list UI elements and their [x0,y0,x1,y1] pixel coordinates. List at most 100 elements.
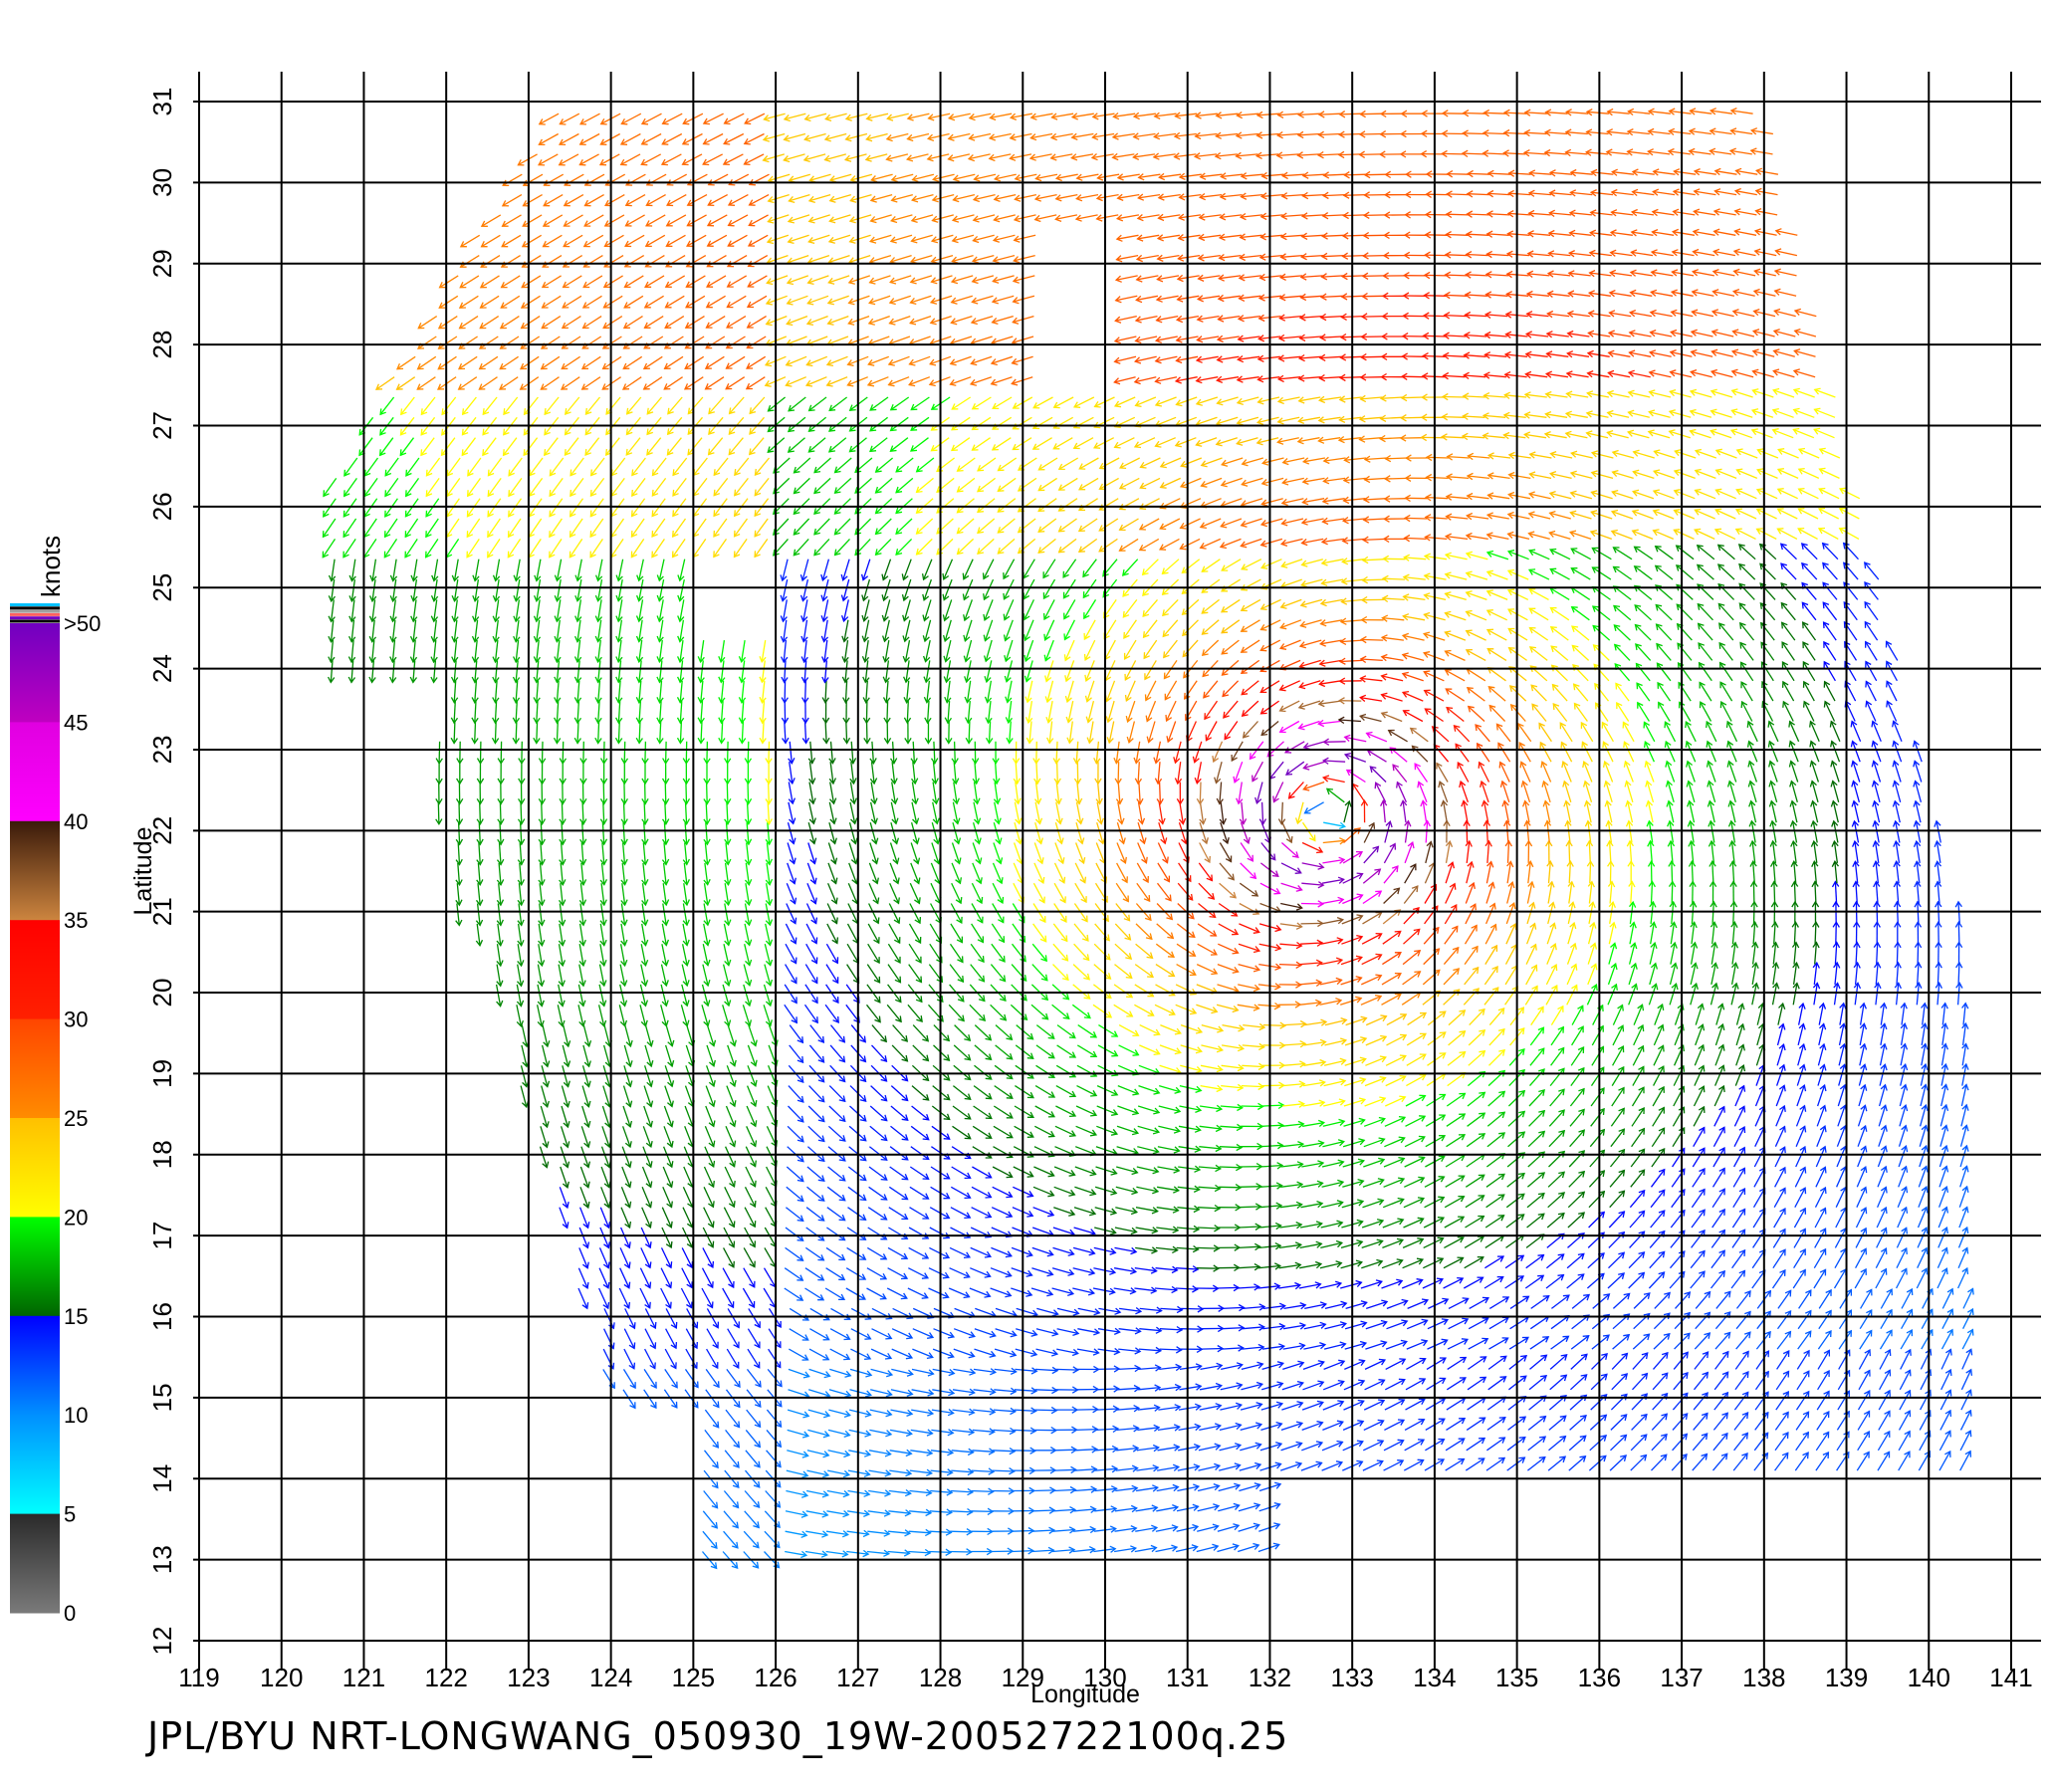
wind-vector [1219,1422,1243,1432]
wind-vector [1056,1348,1079,1357]
figure-title: JPL/BYU NRT-LONGWANG_050930_19W-20052722… [147,1714,1289,1758]
wind-vector [1155,1544,1179,1553]
wind-vector [618,1287,631,1310]
wind-vector [1300,1460,1323,1471]
wind-vector [1323,1341,1347,1350]
wind-vector [1055,1366,1080,1374]
wind-vector [1671,1453,1688,1471]
wind-vector [1816,1410,1830,1431]
latitude-tick-label: 14 [147,1464,177,1493]
colorbar-stripe [10,619,60,623]
wind-vector [1301,1400,1324,1411]
wind-vector [1733,1391,1749,1411]
wind-vector [598,1287,610,1310]
wind-vector [724,1450,740,1468]
longitude-tick-label: 133 [1330,1663,1373,1692]
longitude-tick-label: 126 [754,1663,797,1692]
wind-vector [1446,1418,1467,1431]
wind-vector [1014,1427,1037,1435]
wind-vector [1257,1542,1280,1553]
wind-vector [1386,1298,1409,1310]
colorbar-band [10,623,60,723]
wind-vector [1240,1442,1262,1452]
wind-vector [1940,1348,1952,1370]
wind-vector [1238,1502,1261,1512]
wind-vector [1156,1483,1180,1492]
wind-vector [1795,1431,1810,1452]
wind-vector [1385,1378,1406,1391]
wind-vector [1138,1364,1162,1372]
wind-vector [1136,1444,1160,1453]
wind-vector [993,1447,1017,1456]
wind-vector [1221,1344,1245,1352]
wind-vector [1261,1361,1285,1371]
wind-vector [1344,1340,1368,1350]
wind-vector [746,1369,762,1388]
wind-vector [869,1409,893,1418]
colorbar-band [10,722,60,822]
wind-vector [1713,1391,1729,1411]
wind-vector [849,1389,872,1398]
colorbar-tick-label: 25 [64,1106,88,1131]
wind-vector [1118,1347,1142,1355]
wind-vector [848,1429,872,1438]
wind-vector [870,1389,893,1398]
wind-vector [1732,1453,1748,1471]
wind-vector [1117,1384,1141,1393]
wind-vector [788,1368,810,1379]
wind-vector [1961,1328,1974,1350]
wind-vector [1877,1451,1891,1471]
wind-vector [971,1467,996,1475]
wind-vector [1962,1287,1974,1309]
wind-vector [1404,1418,1426,1431]
wind-vector [1715,1290,1731,1309]
wind-vector [1445,1457,1466,1471]
wind-vector [1776,1330,1792,1350]
colorbar-band [10,1315,60,1416]
wind-vector [1961,1348,1973,1370]
colorbar-tick-label: 30 [64,1008,88,1032]
wind-vector [1569,1374,1588,1391]
wind-vector [624,1308,636,1330]
wind-vector [1651,1433,1668,1452]
wind-vector [910,1429,934,1437]
wind-vector [1343,1399,1365,1411]
wind-vector [1468,1337,1489,1350]
longitude-tick-label: 124 [589,1663,632,1692]
wind-vector [1568,1456,1587,1471]
wind-vector [789,1328,809,1341]
wind-vector [1052,1506,1077,1514]
longitude-tick-label: 136 [1578,1663,1621,1692]
wind-vector [706,1348,719,1370]
wind-vector [1279,1461,1303,1471]
wind-vector [786,1469,809,1478]
wind-vector [1157,1444,1181,1452]
wind-vector [1056,1307,1080,1316]
latitude-tick-label: 16 [147,1302,177,1331]
longitude-tick-label: 125 [672,1663,715,1692]
wind-vector [1818,1288,1832,1309]
wind-vector [1324,1321,1348,1330]
wind-vector [1427,1318,1450,1330]
wind-vector [1486,1437,1506,1452]
wind-vector [727,1328,740,1349]
longitude-tick-label: 141 [1989,1663,2032,1692]
wind-vector [1550,1335,1570,1350]
wind-vector [1733,1411,1749,1431]
wind-vector [665,1328,678,1350]
wind-vector [1693,1371,1709,1391]
wind-vector [1714,1331,1731,1350]
wind-vector [1262,1322,1286,1331]
wind-vector [1938,1430,1951,1452]
wind-vector [1218,1482,1242,1492]
wind-vector [1878,1389,1891,1411]
wind-vector [1591,1334,1610,1350]
wind-vector [1096,1385,1120,1393]
wind-vector [825,1550,849,1558]
wind-vector [1196,1543,1220,1553]
wind-vector [952,1388,976,1396]
y-axis-label: Latitude [129,827,157,916]
wind-vector [806,1450,830,1458]
wind-vector [1692,1433,1709,1452]
wind-vector [660,1287,672,1309]
